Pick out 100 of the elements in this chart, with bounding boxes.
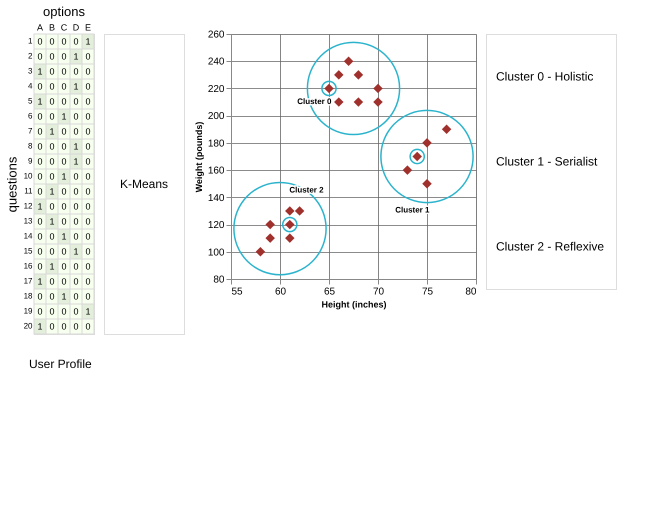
y-axis-title: questions bbox=[4, 156, 20, 212]
data-label: 0 bbox=[49, 52, 55, 62]
data-label: 0 bbox=[37, 216, 43, 226]
data-label: 0 bbox=[61, 82, 67, 92]
annotation: Cluster 1 bbox=[395, 205, 430, 214]
data-label: 0 bbox=[85, 232, 91, 242]
y-tick-label: 12 bbox=[24, 202, 34, 210]
data-label: 0 bbox=[37, 52, 43, 62]
data-label: 1 bbox=[49, 126, 55, 136]
data-label: 1 bbox=[49, 186, 55, 196]
data-label: 0 bbox=[61, 216, 67, 226]
y-axis-title: Weight (pounds) bbox=[194, 122, 204, 192]
data-label: 0 bbox=[61, 306, 67, 316]
x-tick-label: 80 bbox=[465, 286, 477, 298]
data-label: 0 bbox=[73, 186, 79, 196]
data-label: 0 bbox=[49, 246, 55, 256]
y-tick-label: 3 bbox=[28, 66, 34, 76]
data-label: 0 bbox=[61, 156, 67, 166]
data-label: 0 bbox=[61, 246, 67, 256]
data-label: 0 bbox=[49, 142, 55, 152]
data-label: 0 bbox=[49, 292, 55, 302]
data-label: 1 bbox=[37, 322, 43, 332]
y-tick-label: 19 bbox=[24, 306, 34, 316]
data-label: 0 bbox=[73, 36, 79, 46]
x-tick-label: D bbox=[72, 22, 80, 32]
y-tick-label: 200 bbox=[208, 111, 225, 122]
data-label: 0 bbox=[61, 126, 67, 136]
data-label: 0 bbox=[61, 52, 67, 62]
x-tick-label: E bbox=[84, 22, 92, 32]
x-tick-label: C bbox=[60, 22, 68, 32]
chart-title: options bbox=[43, 4, 86, 19]
data-label: 0 bbox=[49, 306, 55, 316]
data-label: 0 bbox=[49, 172, 55, 182]
data-label: 0 bbox=[49, 36, 55, 46]
data-label: 0 bbox=[85, 322, 91, 332]
data-label: 0 bbox=[85, 96, 91, 106]
data-label: 1 bbox=[61, 172, 67, 182]
data-label: 1 bbox=[37, 202, 43, 212]
y-tick-label: 11 bbox=[24, 186, 34, 196]
data-label: 1 bbox=[37, 96, 43, 106]
data-label: 1 bbox=[73, 246, 79, 256]
y-tick-label: 2 bbox=[28, 52, 34, 60]
data-label: 0 bbox=[61, 142, 67, 152]
data-label: 0 bbox=[49, 276, 55, 286]
x-axis-title: Height (inches) bbox=[321, 300, 387, 310]
y-tick-label: 20 bbox=[24, 322, 34, 330]
x-tick-label: B bbox=[48, 22, 56, 32]
data-label: 0 bbox=[37, 232, 43, 242]
y-tick-label: 100 bbox=[208, 247, 225, 258]
y-tick-label: 10 bbox=[24, 172, 34, 180]
data-label: 0 bbox=[37, 82, 43, 92]
y-tick-label: 220 bbox=[208, 84, 225, 95]
data-label: 1 bbox=[73, 142, 79, 152]
y-tick-label: 80 bbox=[213, 274, 225, 286]
x-tick-label: 60 bbox=[274, 286, 286, 298]
data-label: 0 bbox=[49, 156, 55, 166]
data-label: 0 bbox=[73, 112, 79, 122]
data-label: 0 bbox=[73, 322, 79, 332]
data-label: 1 bbox=[85, 306, 91, 316]
data-label: 1 bbox=[73, 156, 79, 166]
data-label: 0 bbox=[37, 292, 43, 302]
text: Cluster 0 - Holistic bbox=[496, 70, 594, 84]
data-label: 0 bbox=[73, 66, 79, 76]
data-label: 0 bbox=[85, 216, 91, 226]
data-label: 0 bbox=[85, 66, 91, 76]
data-label: 0 bbox=[37, 156, 43, 166]
x-tick-label: 65 bbox=[324, 286, 336, 298]
y-tick-label: 180 bbox=[208, 138, 225, 150]
data-label: 0 bbox=[37, 246, 43, 256]
data-label: 0 bbox=[49, 322, 55, 332]
x-tick-label: 70 bbox=[372, 286, 384, 298]
y-tick-label: 260 bbox=[208, 30, 225, 40]
y-tick-label: 16 bbox=[24, 262, 34, 270]
data-label: 0 bbox=[85, 82, 91, 92]
data-label: 0 bbox=[61, 322, 67, 332]
data-label: 0 bbox=[37, 306, 43, 316]
data-label: 0 bbox=[61, 202, 67, 212]
text: User Profile bbox=[29, 357, 92, 371]
data-label: 1 bbox=[73, 52, 79, 62]
data-label: 0 bbox=[37, 262, 43, 272]
data-label: 0 bbox=[85, 112, 91, 122]
data-label: 0 bbox=[85, 52, 91, 62]
data-label: 0 bbox=[73, 216, 79, 226]
data-label: 0 bbox=[49, 96, 55, 106]
data-label: 0 bbox=[61, 36, 67, 46]
data-label: 0 bbox=[85, 156, 91, 166]
data-label: 0 bbox=[37, 142, 43, 152]
data-label: 0 bbox=[61, 186, 67, 196]
y-tick-label: 7 bbox=[28, 126, 34, 136]
y-tick-label: 17 bbox=[24, 276, 34, 286]
data-label: 0 bbox=[73, 306, 79, 316]
data-label: 0 bbox=[73, 232, 79, 242]
data-label: 0 bbox=[37, 112, 43, 122]
y-tick-label: 5 bbox=[28, 96, 34, 106]
data-label: 1 bbox=[49, 216, 55, 226]
data-label: 0 bbox=[85, 172, 91, 182]
data-label: 0 bbox=[61, 276, 67, 286]
data-label: 0 bbox=[37, 172, 43, 182]
data-label: 1 bbox=[49, 262, 55, 272]
data-label: 0 bbox=[85, 142, 91, 152]
